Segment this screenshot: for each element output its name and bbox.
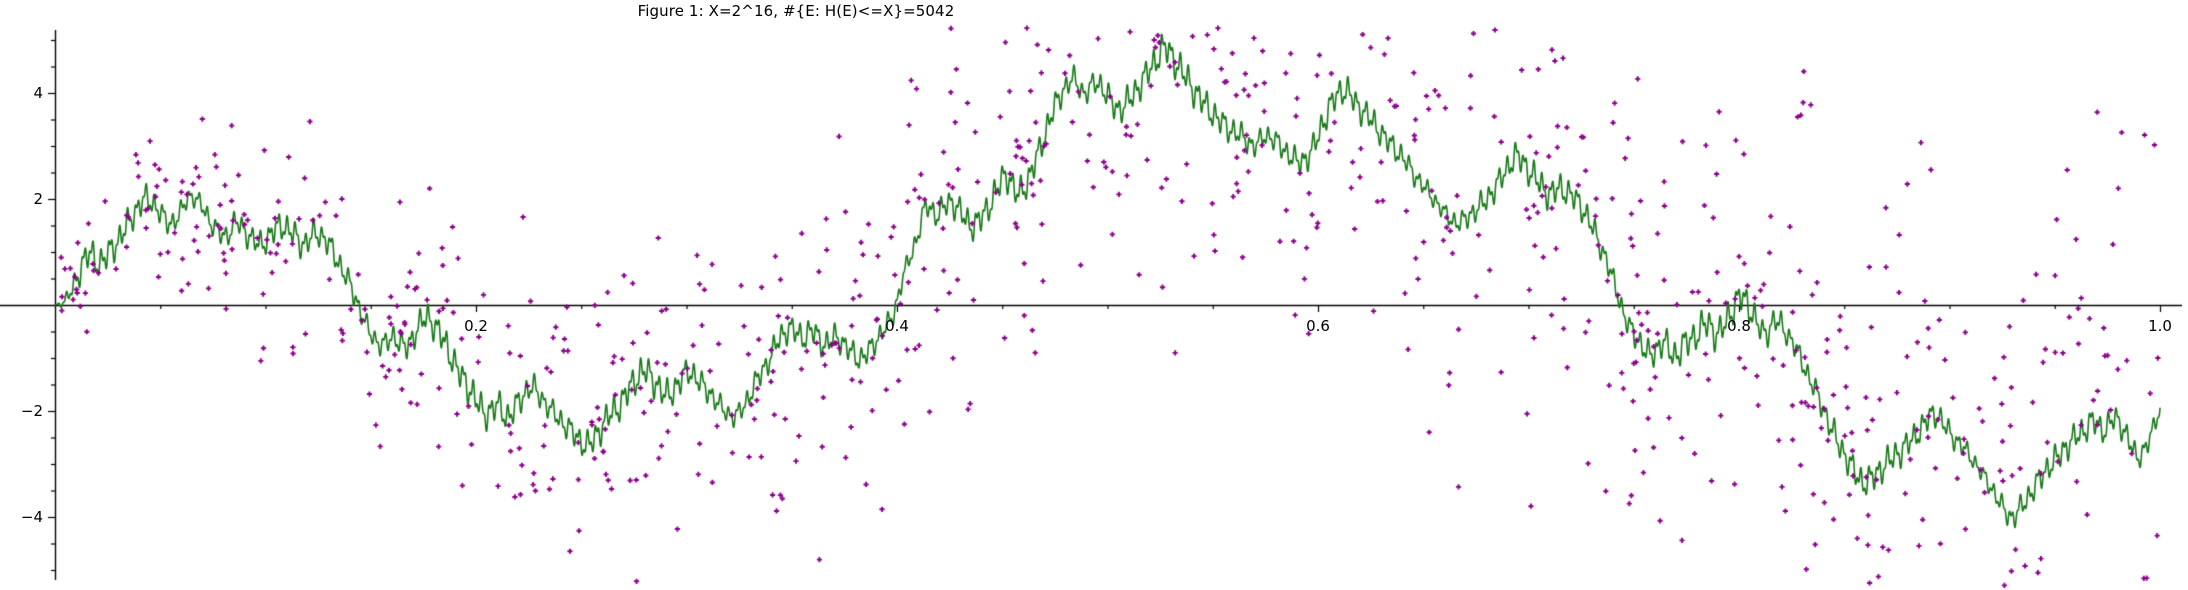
x-axis-tick-label: 0.6 [1306, 317, 1330, 335]
x-axis-tick-label: 0.4 [885, 317, 909, 335]
y-axis-tick-label: 2 [33, 190, 43, 208]
y-axis-tick-label: −2 [20, 402, 43, 420]
x-axis-tick-label: 1.0 [2148, 317, 2172, 335]
x-axis-tick-label: 0.2 [464, 317, 488, 335]
y-axis-tick-label: 4 [33, 84, 43, 102]
y-axis-tick-label: −4 [20, 508, 43, 526]
x-axis-tick-label: 0.8 [1727, 317, 1751, 335]
